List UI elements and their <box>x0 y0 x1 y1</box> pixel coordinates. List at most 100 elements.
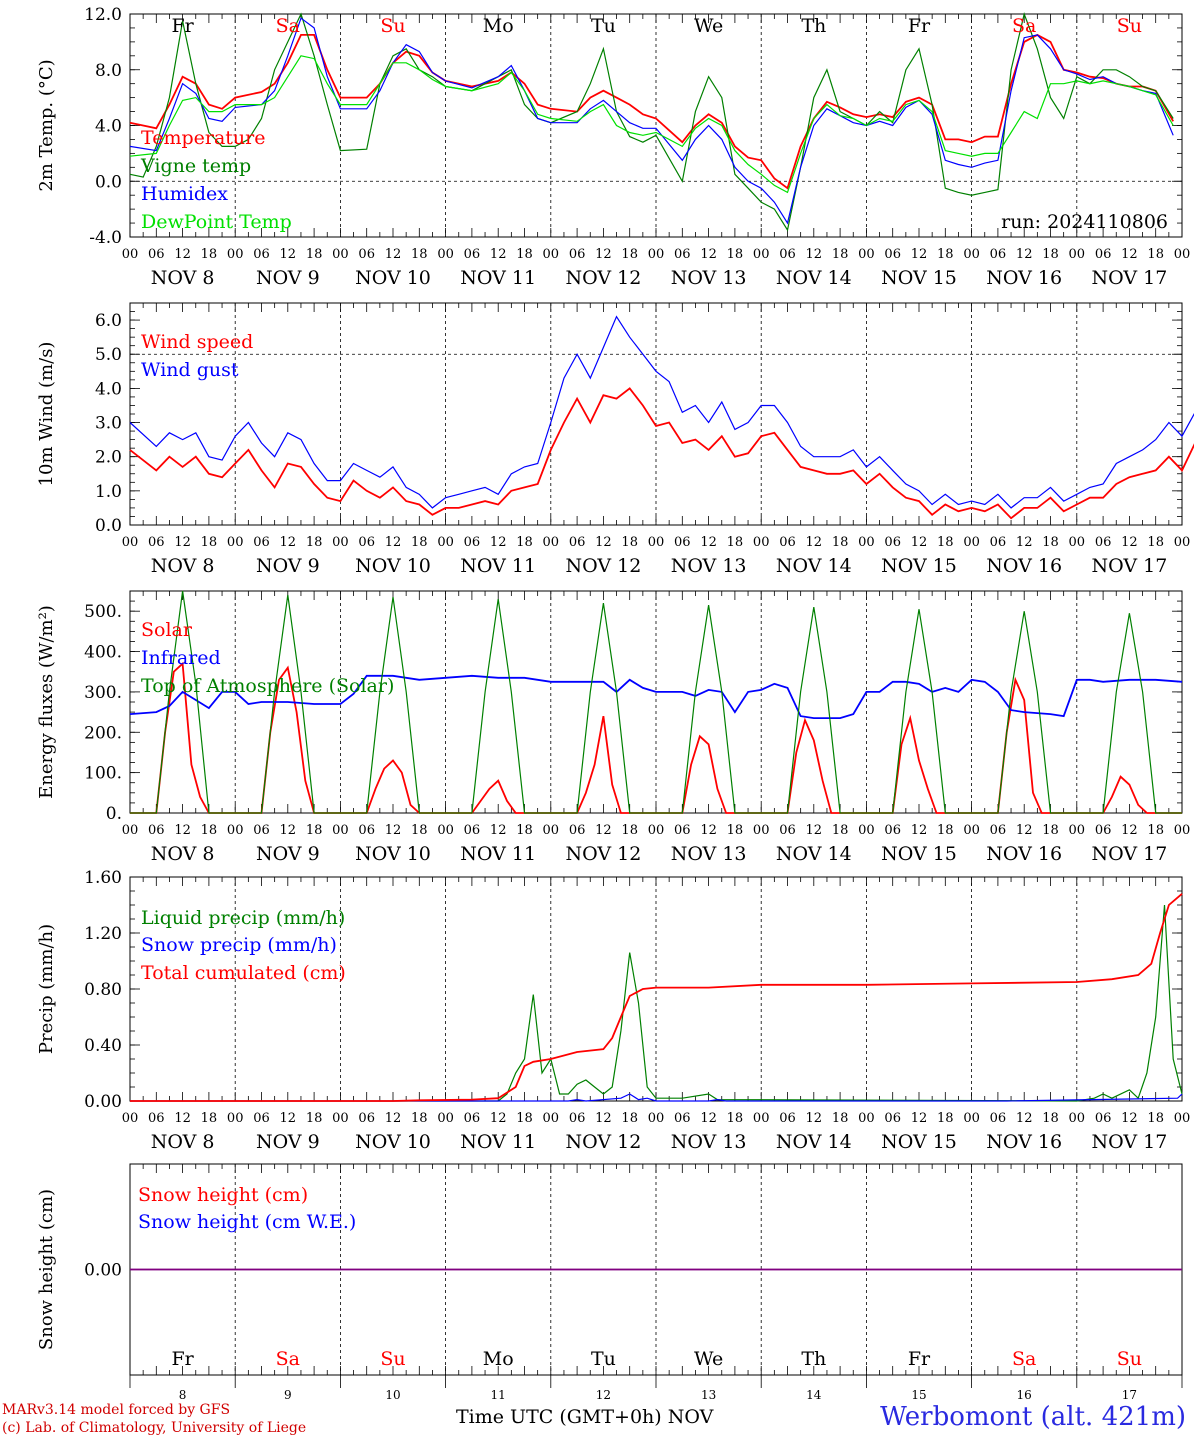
y-tick-label: 400. <box>84 643 122 663</box>
x-axis-title: Time UTC (GMT+0h) NOV <box>456 1406 714 1428</box>
day-number: 17 <box>1122 1388 1137 1402</box>
hour-label: 12 <box>490 1111 507 1126</box>
hour-label: 06 <box>148 1111 165 1126</box>
hour-label: 12 <box>806 535 823 550</box>
hour-label: 18 <box>306 1111 323 1126</box>
weekday-label-bottom: We <box>694 1348 723 1370</box>
hour-label: 06 <box>674 535 691 550</box>
hour-label: 12 <box>911 823 928 838</box>
weekday-label-top: We <box>694 15 723 37</box>
hour-label: 18 <box>306 535 323 550</box>
date-label: NOV 8 <box>151 267 215 289</box>
panel-1 <box>129 11 1183 238</box>
hour-label: 18 <box>201 535 218 550</box>
hour-label: 18 <box>411 247 428 262</box>
hour-label: 00 <box>122 823 139 838</box>
hour-label: 00 <box>332 535 349 550</box>
hour-label: 00 <box>332 1111 349 1126</box>
series-line-green <box>130 904 1183 1102</box>
hour-label: 12 <box>700 535 717 550</box>
hour-label: 06 <box>884 1111 901 1126</box>
hour-label: 06 <box>674 1111 691 1126</box>
hour-label: 00 <box>122 1111 139 1126</box>
date-label: NOV 15 <box>881 1131 957 1153</box>
hour-label: 18 <box>621 1111 638 1126</box>
hour-label: 18 <box>1147 535 1164 550</box>
legend-label: Temperature <box>141 127 265 149</box>
series-line-blue <box>130 1093 1183 1102</box>
weekday-label-bottom: Tu <box>591 1348 616 1370</box>
hour-label: 18 <box>727 535 744 550</box>
y-tick-label: 1.0 <box>95 482 122 502</box>
hour-label: 06 <box>990 823 1007 838</box>
hour-label: 18 <box>937 247 954 262</box>
hour-label: 12 <box>280 823 297 838</box>
date-label: NOV 17 <box>1091 555 1167 577</box>
hour-label: 12 <box>1121 247 1138 262</box>
day-number: 10 <box>385 1388 400 1402</box>
hour-label: 00 <box>122 535 139 550</box>
hour-label: 12 <box>280 247 297 262</box>
hour-label: 00 <box>963 823 980 838</box>
hour-label: 12 <box>280 1111 297 1126</box>
hour-label: 00 <box>543 823 560 838</box>
hour-label: 18 <box>621 535 638 550</box>
hour-label: 06 <box>569 823 586 838</box>
legend-label: Liquid precip (mm/h) <box>141 907 345 929</box>
hour-label: 12 <box>700 1111 717 1126</box>
hour-label: 12 <box>490 823 507 838</box>
hour-label: 06 <box>358 247 375 262</box>
y-axis-label: Precip (mm/h) <box>36 924 57 1054</box>
day-number: 8 <box>179 1388 187 1402</box>
hour-label: 06 <box>990 247 1007 262</box>
hour-label: 18 <box>1042 247 1059 262</box>
station-name: Werbomont (alt. 421m) <box>880 1402 1186 1432</box>
hour-label: 12 <box>174 1111 191 1126</box>
hour-label: 06 <box>358 1111 375 1126</box>
day-number: 12 <box>596 1388 611 1402</box>
date-label: NOV 17 <box>1091 267 1167 289</box>
hour-label: 06 <box>358 823 375 838</box>
weekday-label-top: Fr <box>171 15 194 37</box>
hour-label: 06 <box>464 1111 481 1126</box>
hour-label: 00 <box>227 247 244 262</box>
legend-label: Snow height (cm W.E.) <box>138 1211 356 1233</box>
model-credit: MARv3.14 model forced by GFS <box>2 1402 231 1418</box>
y-tick-label: 12.0 <box>84 5 122 25</box>
hour-label: 12 <box>700 823 717 838</box>
hour-label: 00 <box>858 247 875 262</box>
hour-label: 06 <box>884 535 901 550</box>
date-label: NOV 8 <box>151 555 215 577</box>
weekday-label-top: Th <box>801 15 826 37</box>
date-label: NOV 16 <box>986 843 1062 865</box>
hour-label: 00 <box>648 247 665 262</box>
hour-label: 06 <box>1095 1111 1112 1126</box>
weekday-label-top: Sa <box>1012 15 1036 37</box>
hour-label: 12 <box>174 823 191 838</box>
y-tick-label: 200. <box>84 723 122 743</box>
weekday-label-top: Tu <box>591 15 616 37</box>
hour-label: 06 <box>884 247 901 262</box>
date-label: NOV 16 <box>986 1131 1062 1153</box>
hour-label: 12 <box>1121 823 1138 838</box>
legend-label: Infrared <box>141 647 221 669</box>
date-label: NOV 9 <box>256 267 320 289</box>
y-tick-label: 1.20 <box>84 924 122 944</box>
hour-label: 00 <box>753 1111 770 1126</box>
date-label: NOV 13 <box>671 1131 747 1153</box>
hour-label: 06 <box>464 823 481 838</box>
panel-4 <box>129 876 1183 1102</box>
y-tick-label: 0.0 <box>95 516 122 536</box>
date-label: NOV 14 <box>776 555 852 577</box>
weekday-label-bottom: Mo <box>483 1348 514 1370</box>
legend-label: Humidex <box>141 183 228 205</box>
hour-label: 06 <box>253 823 270 838</box>
series-line-blue <box>129 17 1174 225</box>
hour-label: 00 <box>543 535 560 550</box>
hour-label: 18 <box>832 247 849 262</box>
hour-label: 18 <box>1042 1111 1059 1126</box>
weekday-label-bottom: Th <box>801 1348 826 1370</box>
weekday-label-top: Su <box>1117 15 1142 37</box>
date-label: NOV 15 <box>881 555 957 577</box>
